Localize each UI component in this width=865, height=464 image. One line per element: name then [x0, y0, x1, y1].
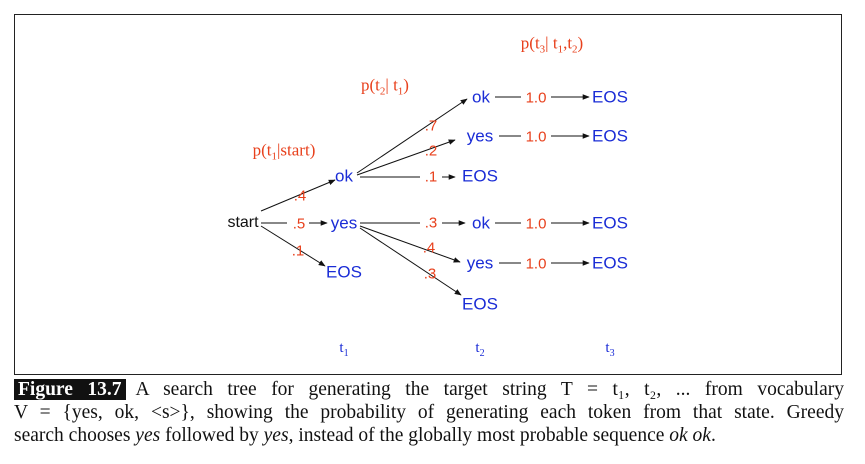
prob-start-ok: .4 [293, 187, 307, 205]
node-start: start [227, 214, 259, 231]
node-yes-l1: yes [330, 213, 358, 233]
time-label-t3: t3 [605, 340, 615, 359]
prob-yes-eos: .3 [423, 265, 437, 283]
node-eos-final-4: EOS [592, 253, 628, 273]
caption-line-2: V = {yes, ok, <s>}, showing the probabil… [14, 402, 844, 423]
node-eos-final-1: EOS [592, 87, 628, 107]
figure-caption: Figure 13.7 A search tree for generating … [14, 378, 844, 447]
caption-line-3: search chooses yes followed by yes, inst… [14, 425, 716, 446]
prob-ok-eos: .1 [424, 168, 438, 186]
node-ok-l1: ok [335, 166, 353, 186]
edge-start-eos [260, 225, 326, 267]
node-eos-l1: EOS [326, 262, 362, 282]
figure-label: Figure 13.7 [14, 379, 126, 400]
prob-ok-yes: .2 [424, 142, 438, 160]
prob-final-2: 1.0 [525, 128, 547, 146]
prob-yes-ok: .3 [424, 214, 438, 232]
header-p-t2: p(t2| t1) [361, 75, 409, 98]
caption-text-1: A search tree for generating the target … [135, 379, 844, 400]
node-ok-ok: ok [472, 87, 490, 107]
node-eos-final-3: EOS [592, 213, 628, 233]
time-label-t1: t1 [339, 340, 349, 359]
node-ok-yes: yes [466, 126, 494, 146]
edge-ok-yes [356, 139, 456, 176]
node-yes-ok: ok [472, 213, 490, 233]
node-eos-final-2: EOS [592, 126, 628, 146]
edge-yes-yes [359, 225, 461, 263]
prob-final-3: 1.0 [525, 215, 547, 233]
edge-yes-eos [359, 227, 462, 296]
caption-line-1: Figure 13.7 A search tree for generating … [14, 378, 844, 401]
node-yes-yes: yes [466, 253, 494, 273]
header-p-t1: p(t1|start) [252, 140, 316, 163]
prob-ok-ok: .7 [424, 117, 438, 135]
edge-start-ok [260, 179, 336, 212]
node-ok-eos: EOS [462, 166, 498, 186]
prob-final-1: 1.0 [525, 89, 547, 107]
header-p-t3: p(t3| t1,t2) [520, 33, 584, 56]
prob-start-eos: .1 [291, 242, 305, 260]
edge-ok-ok [356, 98, 468, 174]
time-label-t2: t2 [475, 340, 485, 359]
prob-yes-yes: .4 [422, 239, 436, 257]
search-tree-figure: p(t1|start) p(t2| t1) p(t3| t1,t2) start… [14, 14, 842, 375]
prob-start-yes: .5 [292, 215, 306, 233]
prob-final-4: 1.0 [525, 255, 547, 273]
tree-edges [260, 88, 590, 296]
node-yes-eos: EOS [462, 294, 498, 314]
